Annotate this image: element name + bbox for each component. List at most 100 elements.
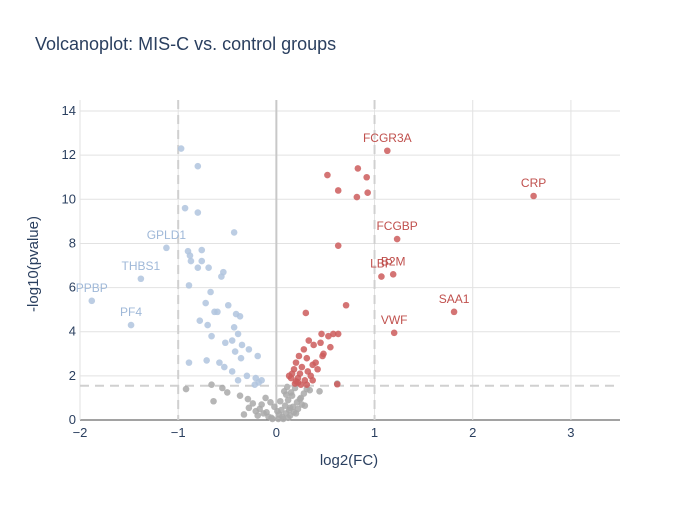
- data-point-up: [530, 192, 537, 200]
- data-point-down: [220, 268, 227, 276]
- data-point-down: [224, 301, 232, 309]
- data-point-down: [228, 337, 236, 344]
- x-tick-label: −1: [171, 425, 186, 440]
- gene-label: FCGR3A: [363, 131, 412, 145]
- data-point-up: [330, 330, 337, 338]
- data-point-ns: [301, 402, 309, 409]
- data-point-down: [194, 209, 202, 216]
- data-point-up: [305, 337, 313, 344]
- threshold-lines: [80, 100, 620, 420]
- gene-label: THBS1: [122, 259, 161, 273]
- data-point-down: [254, 352, 262, 360]
- data-point-down: [177, 145, 185, 152]
- x-tick-label: 1: [371, 425, 378, 440]
- data-point-down: [230, 229, 238, 236]
- data-point-up: [333, 380, 341, 388]
- data-point-down: [204, 321, 211, 329]
- data-point-down: [207, 288, 214, 296]
- data-point-ns: [292, 410, 300, 417]
- data-point-down: [185, 282, 193, 289]
- gene-label: LBP: [370, 257, 393, 271]
- data-point-ns: [286, 404, 294, 412]
- data-point-ns: [281, 402, 289, 409]
- x-tick-label: −2: [73, 425, 88, 440]
- data-point-up: [354, 165, 362, 172]
- data-point-up: [298, 363, 306, 371]
- y-tick-label: 2: [69, 368, 76, 383]
- data-point-up: [325, 332, 332, 340]
- data-point-ns: [306, 386, 314, 394]
- data-point-ns: [240, 411, 248, 418]
- x-tick-label: 2: [469, 425, 476, 440]
- data-point-up: [384, 147, 391, 155]
- data-point-ns: [287, 389, 295, 396]
- data-point-down: [194, 162, 202, 170]
- data-point-up: [324, 171, 331, 179]
- data-point-up: [310, 341, 317, 349]
- data-point-up: [309, 361, 316, 369]
- data-point-up: [390, 329, 398, 337]
- gene-label: CRP: [521, 176, 546, 190]
- data-point-up: [327, 343, 334, 351]
- data-point-ns: [262, 394, 269, 402]
- y-tick-label: 14: [62, 103, 76, 118]
- gene-label: FCGBP: [376, 219, 417, 233]
- data-point-ns: [210, 397, 217, 405]
- data-point-down: [202, 299, 209, 307]
- data-point-up: [378, 273, 385, 280]
- data-point-ns: [316, 388, 323, 395]
- data-point-ns: [219, 384, 226, 392]
- data-point-up: [353, 193, 361, 201]
- data-point-down: [228, 368, 236, 375]
- data-point-down: [234, 376, 242, 384]
- gene-label: PPBP: [76, 281, 108, 295]
- grid-lines: [79, 100, 620, 421]
- data-point-ns: [284, 396, 292, 404]
- data-point-up: [450, 308, 458, 316]
- data-point-ns: [276, 397, 284, 405]
- data-point-up: [292, 359, 300, 366]
- data-point-up: [319, 352, 326, 360]
- data-point-down: [185, 359, 193, 366]
- data-point-ns: [279, 415, 287, 423]
- gene-label: VWF: [381, 313, 408, 327]
- data-point-up: [314, 365, 321, 373]
- data-point-up: [302, 309, 310, 317]
- data-point-down: [203, 357, 210, 364]
- data-point-ns: [236, 392, 244, 400]
- data-point-up: [309, 376, 316, 384]
- data-point-down: [194, 264, 202, 272]
- y-tick-label: 12: [62, 147, 76, 162]
- x-tick-label: 3: [567, 425, 574, 440]
- data-point-ns: [284, 414, 292, 422]
- data-point-ns: [208, 381, 215, 388]
- data-point-down: [238, 341, 246, 349]
- gene-label: GPLD1: [147, 228, 187, 242]
- x-axis-title: log2(FC): [320, 452, 378, 469]
- gene-label: PF4: [120, 305, 142, 319]
- data-point-up: [363, 173, 370, 181]
- data-point-up: [334, 187, 342, 194]
- data-point-up: [303, 354, 311, 362]
- data-point-up: [334, 242, 342, 249]
- data-point-up: [291, 380, 299, 387]
- gene-label: SAA1: [439, 292, 470, 306]
- data-point-down: [221, 363, 228, 371]
- data-point-ns: [244, 395, 252, 403]
- data-point-down: [198, 246, 206, 254]
- data-point-ns: [260, 410, 267, 417]
- data-point-ns: [249, 400, 257, 407]
- data-point-down: [137, 275, 145, 283]
- y-tick-label: 4: [69, 324, 76, 339]
- data-point-up: [334, 330, 342, 338]
- y-axis-title: -log10(pvalue): [25, 216, 42, 312]
- data-point-down: [187, 257, 195, 265]
- y-tick-label: 6: [69, 280, 76, 295]
- data-points: [88, 145, 537, 423]
- x-tick-label: 0: [273, 425, 280, 440]
- data-point-ns: [267, 399, 274, 406]
- y-tick-label: 0: [69, 412, 76, 427]
- data-point-ns: [182, 385, 190, 393]
- data-point-ns: [282, 391, 290, 398]
